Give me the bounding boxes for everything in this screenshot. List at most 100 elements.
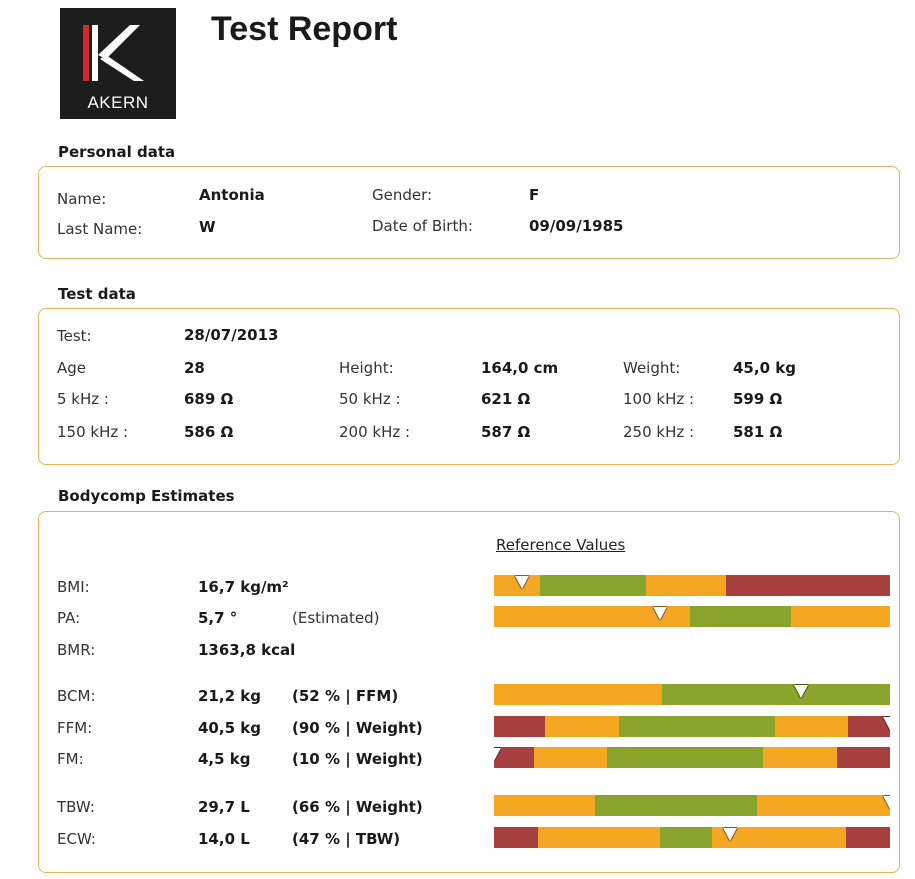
ffm-reference-bar bbox=[494, 716, 890, 737]
freq-200khz-value: 587 Ω bbox=[481, 423, 531, 441]
reference-segment-green bbox=[606, 747, 764, 768]
reference-segment-green bbox=[618, 716, 776, 737]
reference-segment-orange bbox=[763, 747, 838, 768]
tbw-value: 29,7 L bbox=[198, 798, 250, 816]
name-value: Antonia bbox=[199, 186, 265, 204]
tbw-label: TBW: bbox=[57, 798, 95, 816]
reference-segment-orange bbox=[494, 795, 596, 816]
freq-50khz-value: 621 Ω bbox=[481, 390, 531, 408]
age-value: 28 bbox=[184, 359, 205, 377]
freq-5khz-value: 689 Ω bbox=[184, 390, 234, 408]
freq-50khz-label: 50 kHz : bbox=[339, 390, 401, 408]
reference-segment-green bbox=[662, 684, 890, 705]
dob-value: 09/09/1985 bbox=[529, 217, 624, 235]
freq-150khz-value: 586 Ω bbox=[184, 423, 234, 441]
ecw-label: ECW: bbox=[57, 830, 96, 848]
test-data-heading: Test data bbox=[58, 285, 136, 303]
personal-data-box: Name: Antonia Gender: F Last Name: W Dat… bbox=[38, 166, 900, 259]
bcm-label: BCM: bbox=[57, 687, 96, 705]
bmi-label: BMI: bbox=[57, 578, 90, 596]
freq-5khz-label: 5 kHz : bbox=[57, 390, 109, 408]
freq-250khz-value: 581 Ω bbox=[733, 423, 783, 441]
age-label: Age bbox=[57, 359, 87, 377]
pa-reference-bar bbox=[494, 606, 890, 627]
bmr-label: BMR: bbox=[57, 641, 96, 659]
reference-segment-red bbox=[494, 827, 539, 848]
ecw-value: 14,0 L bbox=[198, 830, 250, 848]
reference-segment-orange bbox=[711, 827, 847, 848]
bcm-note: (52 % | FFM) bbox=[292, 687, 399, 705]
freq-200khz-label: 200 kHz : bbox=[339, 423, 411, 441]
reference-segment-orange bbox=[533, 747, 608, 768]
name-label: Name: bbox=[57, 190, 107, 208]
bcm-reference-bar bbox=[494, 684, 890, 705]
bcm-value: 21,2 kg bbox=[198, 687, 261, 705]
freq-150khz-label: 150 kHz : bbox=[57, 423, 129, 441]
value-marker-icon bbox=[722, 828, 737, 841]
reference-segment-green bbox=[594, 795, 758, 816]
reference-segment-green bbox=[690, 606, 792, 627]
reference-values-heading: Reference Values bbox=[496, 536, 626, 554]
ffm-value: 40,5 kg bbox=[198, 719, 261, 737]
dob-label: Date of Birth: bbox=[372, 217, 473, 235]
last-name-label: Last Name: bbox=[57, 220, 143, 238]
value-marker-icon bbox=[494, 748, 501, 761]
akern-k-mark-icon bbox=[83, 25, 144, 81]
pa-label: PA: bbox=[57, 609, 81, 627]
ecw-note: (47 % | TBW) bbox=[292, 830, 401, 848]
reference-segment-orange bbox=[646, 575, 727, 596]
value-marker-icon bbox=[883, 796, 890, 809]
gender-value: F bbox=[529, 186, 540, 204]
reference-segment-orange bbox=[791, 606, 890, 627]
freq-250khz-label: 250 kHz : bbox=[623, 423, 695, 441]
test-label: Test: bbox=[57, 327, 92, 345]
bmi-reference-bar bbox=[494, 575, 890, 596]
personal-data-heading: Personal data bbox=[58, 143, 176, 161]
value-marker-icon bbox=[883, 717, 890, 730]
value-marker-icon bbox=[514, 576, 529, 589]
reference-segment-green bbox=[660, 827, 713, 848]
value-marker-icon bbox=[793, 685, 808, 698]
test-date-value: 28/07/2013 bbox=[184, 326, 279, 344]
ffm-label: FFM: bbox=[57, 719, 93, 737]
reference-segment-red bbox=[836, 747, 890, 768]
reference-segment-red bbox=[848, 716, 890, 737]
freq-100khz-label: 100 kHz : bbox=[623, 390, 695, 408]
pa-value: 5,7 ° bbox=[198, 609, 238, 627]
fm-label: FM: bbox=[57, 750, 84, 768]
reference-segment-red bbox=[725, 575, 890, 596]
height-label: Height: bbox=[339, 359, 394, 377]
ecw-reference-bar bbox=[494, 827, 890, 848]
reference-segment-orange bbox=[494, 684, 663, 705]
fm-value: 4,5 kg bbox=[198, 750, 251, 768]
gender-label: Gender: bbox=[372, 186, 433, 204]
freq-100khz-value: 599 Ω bbox=[733, 390, 783, 408]
fm-reference-bar bbox=[494, 747, 890, 768]
value-marker-icon bbox=[653, 607, 668, 620]
last-name-value: W bbox=[199, 218, 216, 236]
bodycomp-heading: Bodycomp Estimates bbox=[58, 487, 235, 505]
reference-segment-red bbox=[846, 827, 890, 848]
bmi-value: 16,7 kg/m² bbox=[198, 578, 289, 596]
tbw-note: (66 % | Weight) bbox=[292, 798, 423, 816]
fm-note: (10 % | Weight) bbox=[292, 750, 423, 768]
reference-segment-orange bbox=[537, 827, 661, 848]
page-title: Test Report bbox=[211, 10, 398, 48]
reference-segment-green bbox=[539, 575, 647, 596]
bmr-value: 1363,8 kcal bbox=[198, 641, 296, 659]
bodycomp-box bbox=[38, 511, 900, 873]
test-data-box: Test: 28/07/2013 Age 28 Height: 164,0 cm… bbox=[38, 308, 900, 465]
tbw-reference-bar bbox=[494, 795, 890, 816]
reference-segment-red bbox=[494, 747, 535, 768]
pa-note: (Estimated) bbox=[292, 609, 380, 627]
reference-segment-orange bbox=[757, 795, 890, 816]
akern-logo: AKERN bbox=[60, 8, 176, 119]
logo-text: AKERN bbox=[87, 93, 149, 112]
reference-segment-orange bbox=[775, 716, 849, 737]
reference-segment-orange bbox=[494, 606, 691, 627]
reference-segment-orange bbox=[545, 716, 620, 737]
ffm-note: (90 % | Weight) bbox=[292, 719, 423, 737]
reference-segment-red bbox=[494, 716, 546, 737]
weight-label: Weight: bbox=[623, 359, 681, 377]
weight-value: 45,0 kg bbox=[733, 359, 796, 377]
